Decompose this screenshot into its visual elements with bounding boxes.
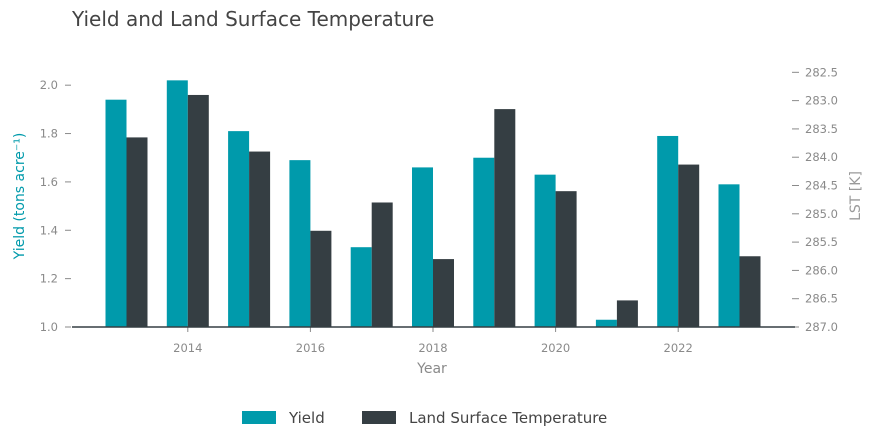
right-y-axis: 282.5 283.0 283.5 284.0 284.5 285.0 285.5 286.0… — [792, 65, 838, 334]
lst-bar-2017 — [371, 202, 393, 327]
yield-bar-2020 — [534, 174, 556, 327]
legend-swatch-1 — [362, 411, 396, 424]
lst-bar-2016 — [310, 230, 332, 327]
legend-label-0: Yield — [288, 409, 325, 427]
right-tick-label: 282.5 — [805, 65, 838, 79]
right-tick-label: 285.5 — [805, 235, 838, 249]
lst-bar-2023 — [739, 256, 761, 327]
yield-bar-2015 — [228, 131, 250, 327]
yield-bar-2019 — [473, 157, 495, 327]
right-tick-label: 286.5 — [805, 292, 838, 306]
lst-bar-2020 — [555, 191, 577, 327]
yield-bar-2022 — [657, 135, 679, 327]
lst-bar-2015 — [249, 151, 271, 327]
yield-bar-2014 — [166, 80, 188, 327]
legend-label-1: Land Surface Temperature — [409, 409, 607, 427]
left-tick-label: 1.2 — [40, 272, 58, 286]
yield-bar-2013 — [105, 99, 127, 327]
yield-bar-2017 — [350, 247, 372, 327]
right-tick-label: 283.0 — [805, 94, 838, 108]
left-tick-label: 1.6 — [40, 175, 58, 189]
yield-bar-2016 — [289, 160, 311, 327]
right-tick-label: 285.0 — [805, 207, 838, 221]
lst-bar-2018 — [433, 259, 454, 327]
bars-group — [105, 80, 761, 327]
right-y-axis-label: LST [K] — [848, 171, 864, 221]
lst-bar-2019 — [494, 109, 516, 327]
left-tick-label: 1.8 — [40, 127, 58, 141]
left-tick-label: 1.4 — [40, 223, 58, 237]
x-tick-label: 2016 — [296, 341, 325, 355]
right-tick-label: 284.5 — [805, 179, 838, 193]
left-y-axis: 1.0 1.2 1.4 1.6 1.8 2.0 — [40, 78, 71, 334]
yield-bar-2023 — [718, 184, 740, 327]
left-tick-label: 2.0 — [40, 78, 58, 92]
legend: Yield Land Surface Temperature — [242, 409, 607, 427]
lst-bar-2014 — [187, 94, 209, 327]
chart-title: Yield and Land Surface Temperature — [71, 7, 434, 31]
yield-bar-2021 — [595, 319, 617, 327]
right-tick-label: 284.0 — [805, 150, 838, 164]
lst-bar-2021 — [616, 300, 638, 327]
right-tick-label: 286.0 — [805, 263, 838, 277]
lst-bar-2013 — [126, 137, 148, 327]
legend-swatch-0 — [242, 411, 276, 424]
left-tick-label: 1.0 — [40, 320, 58, 334]
x-tick-label: 2020 — [541, 341, 570, 355]
right-tick-label: 287.0 — [805, 320, 838, 334]
x-tick-label: 2022 — [664, 341, 693, 355]
right-tick-label: 283.5 — [805, 122, 838, 136]
left-y-axis-label: Yield (tons acre⁻¹) — [12, 133, 28, 261]
lst-bar-2022 — [678, 164, 700, 327]
x-axis-label: Year — [416, 361, 447, 377]
x-axis: 2014 2016 2018 2020 2022 — [173, 327, 693, 355]
yield-bar-2018 — [412, 167, 433, 327]
x-tick-label: 2018 — [418, 341, 447, 355]
x-tick-label: 2014 — [173, 341, 202, 355]
